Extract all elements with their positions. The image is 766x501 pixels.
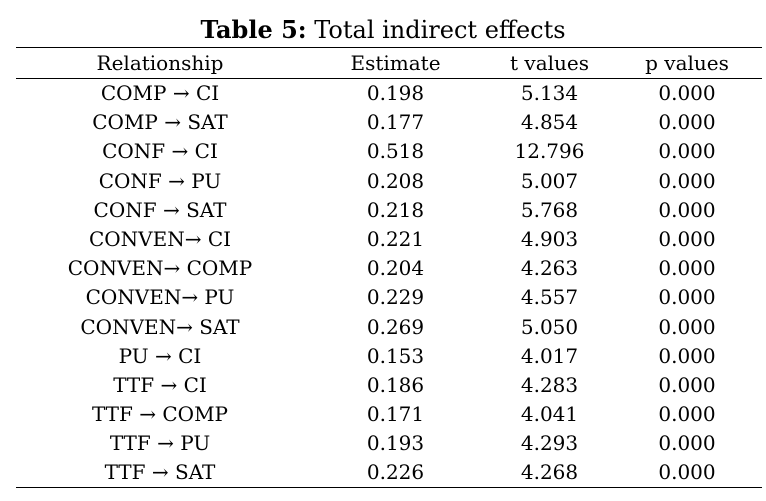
- relationship-cell: PU → CI: [118, 343, 202, 368]
- estimate-cell: 0.198: [366, 81, 425, 106]
- p-value-cell: 0.000: [658, 372, 716, 397]
- header-estimate: Estimate: [304, 47, 487, 79]
- relationship-cell: TTF → PU: [109, 431, 211, 456]
- t-value-cell: 4.041: [520, 402, 579, 427]
- header-relationship: Relationship: [16, 47, 304, 79]
- estimate-cell: 0.171: [366, 402, 425, 427]
- estimate-cell: 0.229: [366, 285, 425, 310]
- estimate-cell: 0.153: [366, 343, 425, 368]
- p-value-cell: 0.000: [658, 227, 716, 252]
- table-caption-label: Table 5:: [200, 15, 307, 44]
- t-value-cell: 4.293: [520, 431, 579, 456]
- relationship-cell: CONVEN→ SAT: [80, 314, 240, 339]
- table-caption-text: Total indirect effects: [314, 16, 566, 44]
- table-row: TTF → CI 0.186 4.283 0.000: [16, 370, 762, 399]
- p-value-cell: 0.000: [658, 285, 716, 310]
- t-value-cell: 4.268: [487, 457, 612, 488]
- p-value-cell: 0.000: [612, 457, 762, 488]
- table-caption: Table 5: Total indirect effects: [0, 14, 766, 46]
- estimate-cell: 0.221: [366, 227, 425, 252]
- table-row: TTF → COMP 0.171 4.041 0.000: [16, 400, 762, 429]
- table-row: CONF → CI 0.518 12.796 0.000: [16, 137, 762, 166]
- estimate-cell: 0.208: [366, 168, 425, 193]
- table-row: CONVEN→ PU 0.229 4.557 0.000: [16, 283, 762, 312]
- estimate-cell: 0.226: [304, 457, 487, 488]
- indirect-effects-table: Relationship Estimate t values p values …: [16, 47, 762, 488]
- table-row: TTF → SAT 0.226 4.268 0.000: [16, 457, 762, 488]
- p-value-cell: 0.000: [658, 81, 716, 106]
- p-value-cell: 0.000: [658, 197, 716, 222]
- p-value-cell: 0.000: [658, 139, 716, 164]
- relationship-cell: CONVEN→ COMP: [67, 256, 253, 281]
- relationship-cell: CONVEN→ CI: [88, 227, 232, 252]
- relationship-cell: TTF → SAT: [16, 457, 304, 488]
- estimate-cell: 0.518: [366, 139, 425, 164]
- estimate-cell: 0.269: [366, 314, 425, 339]
- relationship-cell: CONF → PU: [98, 168, 222, 193]
- estimate-cell: 0.177: [366, 110, 425, 135]
- table-row: COMP → CI 0.198 5.134 0.000: [16, 79, 762, 108]
- p-value-cell: 0.000: [658, 168, 716, 193]
- t-value-cell: 5.007: [520, 168, 579, 193]
- table-header-row: Relationship Estimate t values p values: [16, 47, 762, 79]
- relationship-cell: CONVEN→ PU: [85, 285, 235, 310]
- p-value-cell: 0.000: [658, 343, 716, 368]
- t-value-cell: 5.768: [520, 197, 579, 222]
- t-value-cell: 4.557: [520, 285, 579, 310]
- table-row: TTF → PU 0.193 4.293 0.000: [16, 429, 762, 458]
- p-value-cell: 0.000: [658, 256, 716, 281]
- t-value-cell: 12.796: [514, 139, 585, 164]
- table-row: CONF → PU 0.208 5.007 0.000: [16, 166, 762, 195]
- p-value-cell: 0.000: [658, 314, 716, 339]
- relationship-cell: CONF → CI: [102, 139, 218, 164]
- p-value-cell: 0.000: [658, 402, 716, 427]
- t-value-cell: 5.050: [520, 314, 579, 339]
- table-row: CONVEN→ COMP 0.204 4.263 0.000: [16, 254, 762, 283]
- t-value-cell: 4.283: [520, 372, 579, 397]
- header-p-values: p values: [612, 47, 762, 79]
- t-value-cell: 4.263: [520, 256, 579, 281]
- estimate-cell: 0.218: [366, 197, 425, 222]
- relationship-cell: TTF → COMP: [91, 402, 229, 427]
- relationship-cell: TTF → CI: [113, 372, 207, 397]
- p-value-cell: 0.000: [658, 110, 716, 135]
- table-row: CONF → SAT 0.218 5.768 0.000: [16, 195, 762, 224]
- t-value-cell: 4.854: [520, 110, 579, 135]
- p-value-cell: 0.000: [658, 431, 716, 456]
- relationship-cell: CONF → SAT: [93, 197, 227, 222]
- header-t-values: t values: [487, 47, 612, 79]
- t-value-cell: 5.134: [520, 81, 579, 106]
- table-row: CONVEN→ SAT 0.269 5.050 0.000: [16, 312, 762, 341]
- table-row: PU → CI 0.153 4.017 0.000: [16, 341, 762, 370]
- relationship-cell: COMP → SAT: [92, 110, 228, 135]
- t-value-cell: 4.903: [520, 227, 579, 252]
- estimate-cell: 0.204: [366, 256, 425, 281]
- estimate-cell: 0.186: [366, 372, 425, 397]
- estimate-cell: 0.193: [366, 431, 425, 456]
- t-value-cell: 4.017: [520, 343, 579, 368]
- table-row: COMP → SAT 0.177 4.854 0.000: [16, 108, 762, 137]
- table-row: CONVEN→ CI 0.221 4.903 0.000: [16, 224, 762, 253]
- relationship-cell: COMP → CI: [100, 81, 220, 106]
